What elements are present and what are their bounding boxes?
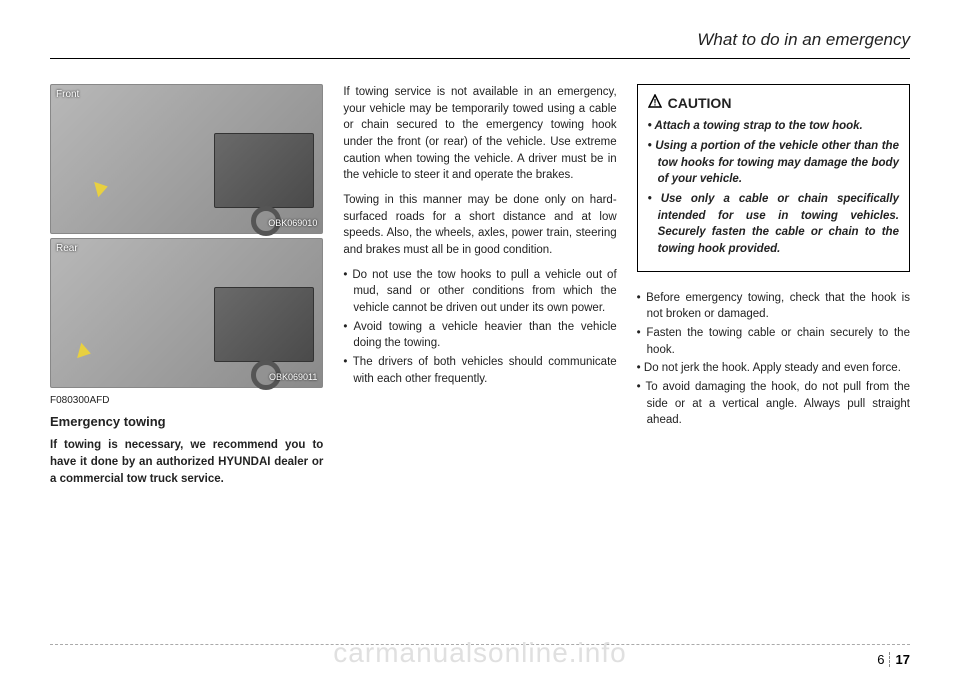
recommendation-text: If towing is necessary, we recommend you… [50, 437, 323, 487]
list-item: Do not jerk the hook. Apply steady and e… [637, 360, 910, 377]
caution-item: Using a portion of the vehicle other tha… [648, 138, 899, 188]
list-item: Avoid towing a vehicle heavier than the … [343, 319, 616, 352]
caution-label: CAUTION [668, 93, 732, 113]
section-header: What to do in an emergency [50, 30, 910, 59]
arrow-icon [94, 179, 110, 198]
list-item: To avoid damaging the hook, do not pull … [637, 379, 910, 429]
chapter-number: 6 [877, 652, 889, 667]
column-1: Front OBK069010 Rear OBK069011 F080300AF… [50, 84, 323, 487]
page-number-value: 17 [892, 652, 910, 667]
figure-inset [214, 287, 314, 362]
list-item: Before emergency towing, check that the … [637, 290, 910, 323]
watermark: carmanualsonline.info [333, 637, 626, 669]
list-item: Do not use the tow hooks to pull a vehic… [343, 267, 616, 317]
caution-box: ! CAUTION Attach a towing strap to the t… [637, 84, 910, 272]
figure-label-rear: Rear [56, 242, 78, 257]
caution-icon: ! [648, 93, 662, 113]
figure-rear: Rear OBK069011 [50, 238, 323, 388]
arrow-icon [77, 343, 93, 362]
caution-list: Attach a towing strap to the tow hook. U… [648, 118, 899, 257]
page-number: 6 17 [877, 652, 910, 667]
column-2: If towing service is not available in an… [343, 84, 616, 487]
column-3: ! CAUTION Attach a towing strap to the t… [637, 84, 910, 487]
figure-label-front: Front [56, 88, 79, 103]
figure-code-rear: OBK069011 [269, 371, 317, 384]
list-item: Fasten the towing cable or chain securel… [637, 325, 910, 358]
content-columns: Front OBK069010 Rear OBK069011 F080300AF… [50, 84, 910, 487]
figure-code-front: OBK069010 [268, 217, 317, 230]
figure-front: Front OBK069010 [50, 84, 323, 234]
caution-item: Attach a towing strap to the tow hook. [648, 118, 899, 135]
bullet-list: Do not use the tow hooks to pull a vehic… [343, 267, 616, 388]
paragraph: Towing in this manner may be done only o… [343, 192, 616, 259]
bullet-list: Before emergency towing, check that the … [637, 290, 910, 429]
subheading-emergency-towing: Emergency towing [50, 413, 323, 432]
caution-title: ! CAUTION [648, 93, 899, 113]
procedure-code: F080300AFD [50, 394, 323, 409]
paragraph: If towing service is not available in an… [343, 84, 616, 184]
caution-item: Use only a cable or chain specifically i… [648, 191, 899, 258]
list-item: The drivers of both vehicles should comm… [343, 354, 616, 387]
figure-inset [214, 133, 314, 208]
svg-text:!: ! [653, 98, 656, 108]
